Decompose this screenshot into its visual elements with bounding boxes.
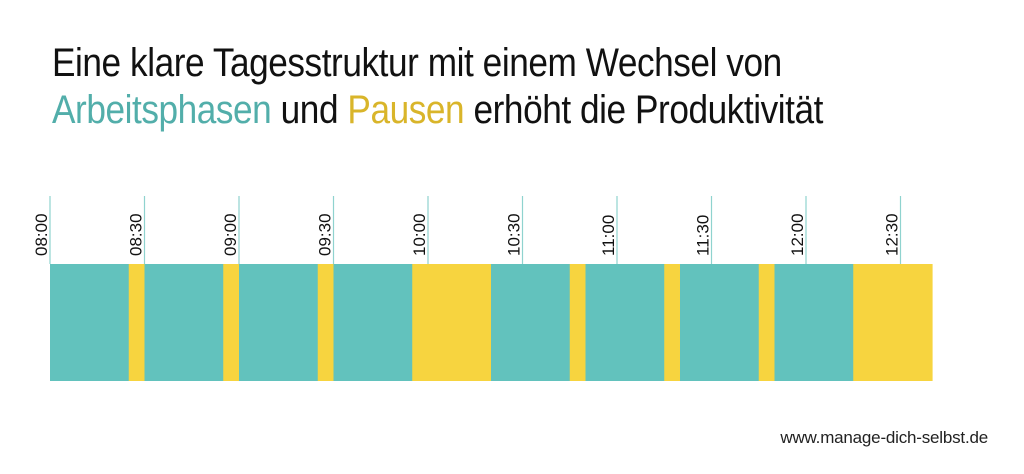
chart-title: Eine klare Tagesstruktur mit einem Wechs… [52,40,823,134]
tick-label: 10:30 [505,213,524,256]
tick-label: 08:00 [32,213,51,256]
timeline-segments [50,264,933,381]
break-segment [569,264,587,381]
tick-label: 09:00 [221,213,240,256]
website-url[interactable]: www.manage-dich-selbst.de [780,428,988,447]
break-segment [317,264,335,381]
title-line-1: Eine klare Tagesstruktur mit einem Wechs… [52,41,782,85]
break-segment [664,264,681,381]
break-segment [758,264,776,381]
tick-label: 11:30 [694,215,713,256]
break-segment [128,264,146,381]
tick-label: 12:00 [788,213,807,256]
work-phase-segment [144,264,224,381]
break-segment [412,264,492,381]
work-phase-segment [491,264,571,381]
work-phase-segment [680,264,760,381]
tick-label: 10:00 [410,213,429,256]
work-phase-segment [333,264,413,381]
title-break-word: Pausen [347,88,465,132]
work-phase-segment [239,264,319,381]
title-rest: erhöht die Produktivität [464,88,824,132]
work-phase-segment [774,264,854,381]
tick-label: 08:30 [127,213,146,256]
tick-label: 12:30 [883,213,902,256]
tick-label: 11:00 [599,215,618,256]
title-work-word: Arbeitsphasen [52,88,272,132]
break-segment [853,264,933,381]
work-phase-segment [50,264,130,381]
tick-label: 09:30 [316,213,335,256]
break-segment [223,264,240,381]
work-phase-segment [585,264,665,381]
timeline-ticks: 08:00 08:30 09:00 09:30 10:00 10:30 11:00 11:30… [32,196,902,264]
title-line-2: Arbeitsphasen und Pausen erhöht die Prod… [52,87,823,134]
title-and-word: und [271,88,348,132]
